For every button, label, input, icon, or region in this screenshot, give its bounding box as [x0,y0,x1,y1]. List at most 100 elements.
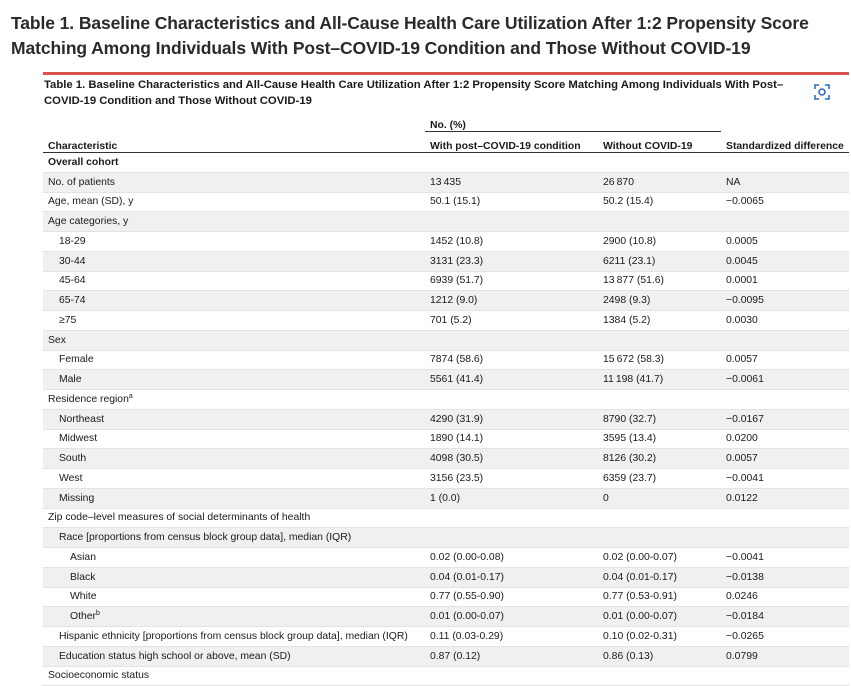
footnote-marker[interactable]: a [128,392,133,400]
cell-without-covid [598,389,722,410]
table-row: White 0.77 (0.55-0.90) 0.77 (0.53-0.91) 0.0… [43,587,850,608]
cell-without-covid: 50.2 (15.4) [598,192,722,213]
cell-without-covid [598,330,722,351]
row-label-text: Education status high school or above, m… [59,650,291,662]
row-label: Northeast [43,409,425,430]
table-row: Sex [43,330,850,351]
cell-standardized-difference: −0.0265 [721,626,850,647]
cell-standardized-difference: −0.0167 [721,409,850,430]
cell-without-covid [598,666,722,686]
row-label-text: Age, mean (SD), y [48,196,134,208]
row-label-text: No. of patients [48,176,116,188]
cell-standardized-difference: 0.0045 [721,251,850,272]
cell-without-covid: 13 877 (51.6) [598,271,722,292]
cell-standardized-difference [721,508,850,529]
cell-post-covid [425,152,598,173]
cell-without-covid: 2900 (10.8) [598,231,722,252]
row-label: Sex [43,330,425,351]
cell-standardized-difference [721,527,850,548]
cell-without-covid: 1384 (5.2) [598,310,722,331]
row-label-text: Residence region [48,393,129,405]
footnote-marker[interactable]: b [96,610,100,618]
cell-standardized-difference: 0.0057 [721,448,850,469]
page-title: Table 1. Baseline Characteristics and Al… [11,13,809,58]
row-label: Asian [43,547,425,568]
row-label: Overall cohort [43,152,425,173]
cell-without-covid: 6359 (23.7) [598,468,722,489]
row-label: Education status high school or above, m… [43,646,425,667]
cell-post-covid: 0.04 (0.01-0.17) [425,567,598,588]
cell-standardized-difference: −0.0061 [721,369,850,390]
table-row: Age, mean (SD), y 50.1 (15.1) 50.2 (15.4) −… [43,192,850,213]
table-row: Asian 0.02 (0.00-0.08) 0.02 (0.00-0.07) −0.… [43,547,850,568]
cell-post-covid: 7874 (58.6) [425,350,598,371]
cell-standardized-difference [721,389,850,410]
table-row: Race [proportions from census block grou… [43,527,850,548]
row-label-text: Northeast [59,413,105,425]
cell-without-covid [598,527,722,548]
cell-post-covid: 50.1 (15.1) [425,192,598,213]
row-label-text: Socioeconomic status [48,670,150,682]
cell-standardized-difference: −0.0041 [721,547,850,568]
cell-post-covid: 0.11 (0.03-0.29) [425,626,598,647]
table-caption-text: Table 1. Baseline Characteristics and Al… [44,79,784,107]
table-row: Overall cohort [43,152,850,173]
cell-without-covid [598,508,722,529]
cell-without-covid: 0.86 (0.13) [598,646,722,667]
row-label-text: Other [70,611,96,623]
cell-post-covid: 0.02 (0.00-0.08) [425,547,598,568]
row-label: 18-29 [43,231,425,252]
cell-post-covid: 3156 (23.5) [425,468,598,489]
table-body: Overall cohort No. of patients 13 435 26 87… [43,152,850,686]
cell-standardized-difference: −0.0041 [721,468,850,489]
table-row: No. of patients 13 435 26 870 NA [43,172,850,193]
cell-without-covid: 26 870 [598,172,722,193]
cell-standardized-difference: −0.0095 [721,290,850,311]
cell-standardized-difference: 0.0057 [721,350,850,371]
cell-standardized-difference: 0.0799 [721,646,850,667]
cell-without-covid: 0.02 (0.00-0.07) [598,547,722,568]
row-label: 45-64 [43,271,425,292]
table-row: Residence regiona [43,389,850,410]
row-label-text: Sex [48,334,66,346]
cell-without-covid: 11 198 (41.7) [598,369,722,390]
cell-without-covid: 8126 (30.2) [598,448,722,469]
table-row: Socioeconomic status [43,666,850,686]
row-label: ≥75 [43,310,425,331]
row-label: White [43,587,425,608]
cell-post-covid: 1 (0.0) [425,488,598,509]
row-label-text: Hispanic ethnicity [proportions from cen… [59,630,408,642]
table-row: 18-29 1452 (10.8) 2900 (10.8) 0.0005 [43,231,850,252]
cell-post-covid [425,211,598,232]
cell-standardized-difference: −0.0184 [721,606,850,627]
cell-without-covid: 8790 (32.7) [598,409,722,430]
table-row: 45-64 6939 (51.7) 13 877 (51.6) 0.0001 [43,271,850,292]
row-label: West [43,468,425,489]
cell-standardized-difference [721,330,850,351]
cell-without-covid: 0.10 (0.02-0.31) [598,626,722,647]
cell-without-covid: 3595 (13.4) [598,429,722,450]
row-label: No. of patients [43,172,425,193]
row-label: Zip code–level measures of social determ… [43,508,425,529]
group-header-no-percent: No. (%) [425,113,722,132]
cell-post-covid: 4098 (30.5) [425,448,598,469]
cell-post-covid: 0.77 (0.55-0.90) [425,587,598,608]
row-label: Hispanic ethnicity [proportions from cen… [43,626,425,647]
row-label: South [43,448,425,469]
row-label: Female [43,350,425,371]
expand-viewfinder-icon[interactable] [813,83,831,101]
header-spacer [43,113,425,132]
cell-standardized-difference: 0.0200 [721,429,850,450]
row-label-text: 30-44 [59,255,86,267]
characteristics-table: No. (%) Characteristic With post–COVID-1… [43,113,850,686]
row-label-text: Black [70,571,96,583]
header-spacer [721,113,849,132]
table-caption: Table 1. Baseline Characteristics and Al… [43,75,849,113]
cell-standardized-difference: −0.0065 [721,192,850,213]
row-label: Race [proportions from census block grou… [43,527,425,548]
cell-standardized-difference: 0.0005 [721,231,850,252]
cell-standardized-difference [721,211,850,232]
cell-without-covid: 0.77 (0.53-0.91) [598,587,722,608]
row-label: Midwest [43,429,425,450]
row-label: Residence regiona [43,389,425,410]
